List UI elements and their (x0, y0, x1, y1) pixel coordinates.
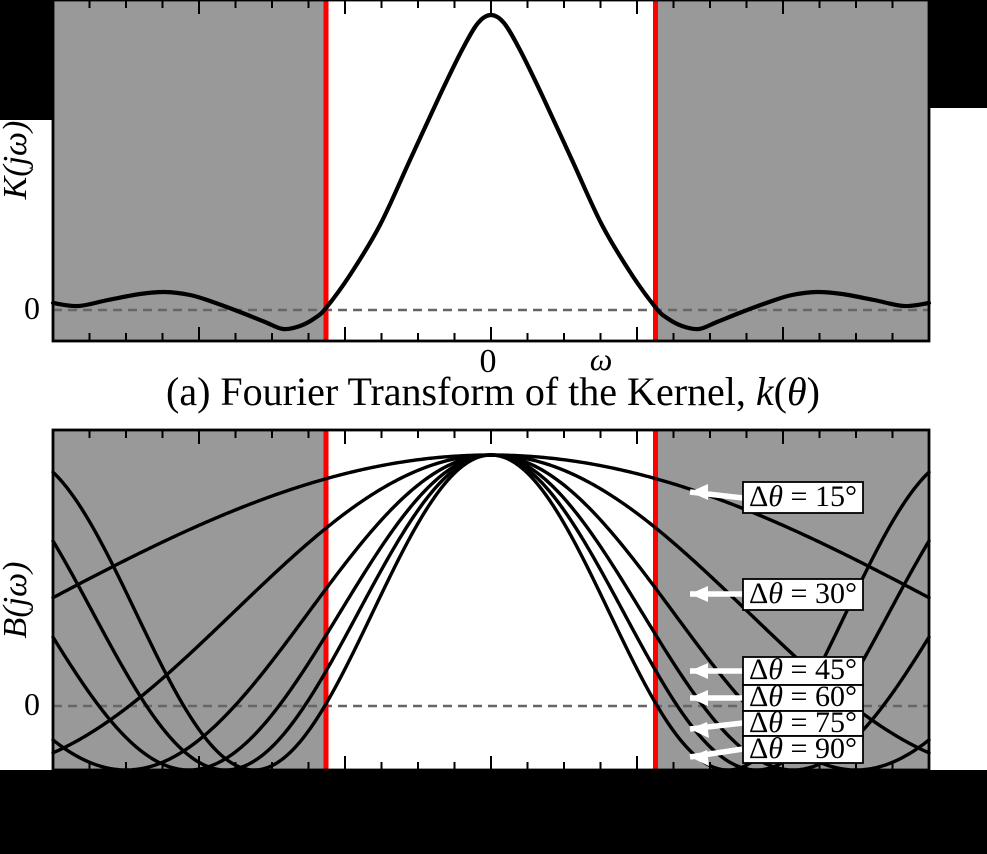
svg-text:(a) Fourier Transform of the K: (a) Fourier Transform of the Kernel, k(θ… (166, 369, 820, 414)
svg-text:Δθ = 90°: Δθ = 90° (749, 732, 857, 765)
svg-text:B(jω): B(jω) (0, 562, 34, 639)
svg-text:0: 0 (24, 290, 40, 326)
svg-text:0: 0 (24, 686, 40, 722)
svg-text:K(jω): K(jω) (0, 121, 34, 201)
svg-text:Δθ = 15°: Δθ = 15° (749, 480, 857, 513)
svg-text:Δθ = 30°: Δθ = 30° (749, 577, 857, 610)
